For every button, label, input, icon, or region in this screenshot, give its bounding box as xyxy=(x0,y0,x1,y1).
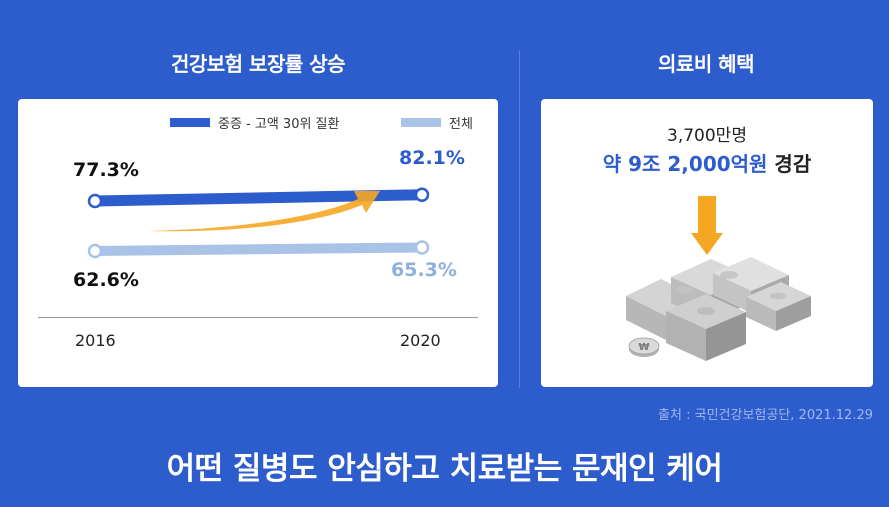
tagline: 어떤 질병도 안심하고 치료받는 문재인 케어 xyxy=(166,451,723,487)
legend-item-severe: 중증 - 고액 30위 질환 xyxy=(170,113,339,132)
legend-swatch-severe xyxy=(170,118,210,127)
legend-item-total: 전체 xyxy=(401,113,473,132)
line-chart xyxy=(87,187,430,259)
money-illustration: ₩ xyxy=(626,196,811,361)
coin-icon: ₩ xyxy=(628,337,660,357)
x-tick-2020: 2020 xyxy=(400,331,441,350)
saving-suffix: 경감 xyxy=(767,152,812,176)
data-label-total-2020: 65.3% xyxy=(391,259,457,281)
benefit-panel: 3,700만명 약 9조 2,000억원 경감 xyxy=(541,99,873,387)
left-section-title: 건강보험 보장률 상승 xyxy=(170,52,346,76)
saving-amount: 약 9조 2,000억원 xyxy=(602,152,768,176)
right-section-title: 의료비 혜택 xyxy=(658,52,754,76)
cash-stack-icon xyxy=(626,257,811,361)
data-point-severe-2020 xyxy=(414,187,430,203)
down-arrow-icon xyxy=(691,196,723,255)
legend-label-total: 전체 xyxy=(449,117,473,132)
data-label-total-2016: 62.6% xyxy=(73,269,139,291)
data-point-total-2016 xyxy=(87,243,103,259)
x-axis-line xyxy=(38,317,478,318)
series-line-total xyxy=(94,242,423,256)
data-label-severe-2020: 82.1% xyxy=(399,147,465,169)
legend-swatch-total xyxy=(401,118,441,127)
data-point-total-2020 xyxy=(414,240,430,255)
x-tick-2016: 2016 xyxy=(75,331,116,350)
saving-line: 약 9조 2,000억원 경감 xyxy=(541,148,873,177)
source-note: 출처 : 국민건강보험공단, 2021.12.29 xyxy=(658,408,873,423)
people-count: 3,700만명 xyxy=(667,126,747,146)
data-label-severe-2016: 77.3% xyxy=(73,159,139,181)
chart-panel: 중증 - 고액 30위 질환 전체 77.3% 82.1% 62.6% 65.3… xyxy=(18,99,498,387)
svg-text:₩: ₩ xyxy=(638,342,649,353)
data-point-severe-2016 xyxy=(87,193,103,209)
trend-arrow xyxy=(148,191,380,232)
legend-label-severe: 중증 - 고액 30위 질환 xyxy=(218,117,340,132)
section-divider xyxy=(519,50,520,388)
